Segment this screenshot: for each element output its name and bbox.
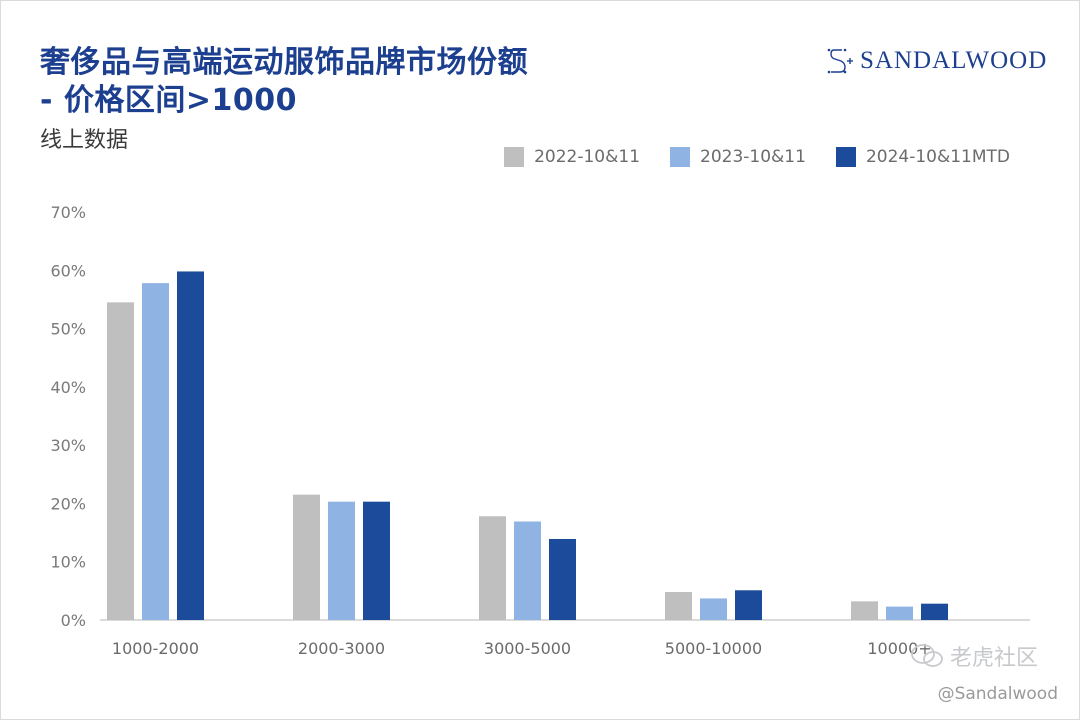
legend-label-2023: 2023-10&11 — [700, 147, 806, 167]
legend-item-2024: 2024-10&11MTD — [835, 147, 1010, 167]
bar-1000-2000-series-1 — [142, 283, 169, 620]
bar-2000-3000-series-2 — [363, 501, 390, 620]
bar-3000-5000-series-1 — [514, 521, 541, 620]
logo-mark-icon — [827, 48, 853, 74]
y-tick-label: 60% — [50, 261, 86, 280]
logo-text: SANDALWOOD — [860, 47, 1048, 74]
bar-3000-5000-series-2 — [549, 538, 576, 620]
legend-swatch-2022 — [504, 147, 525, 167]
legend-item-2022: 2022-10&11 — [504, 147, 640, 167]
bar-10000+-series-2 — [921, 603, 948, 620]
legend-swatch-2024 — [835, 147, 856, 167]
y-tick-label: 0% — [61, 611, 86, 630]
y-tick-label: 30% — [50, 436, 86, 455]
bar-5000-10000-series-0 — [665, 592, 692, 620]
bar-10000+-series-0 — [851, 601, 878, 620]
bar-2000-3000-series-1 — [328, 501, 355, 620]
y-tick-label: 50% — [50, 320, 86, 339]
bar-5000-10000-series-1 — [700, 598, 727, 620]
watermark-text: 老虎社区 — [950, 646, 1039, 671]
bar-10000+-series-1 — [886, 606, 913, 620]
credit-text: @Sandalwood — [937, 684, 1058, 704]
legend-swatch-2023 — [670, 147, 691, 167]
title-line-2: - 价格区间>1000 — [40, 83, 298, 118]
x-tick-label: 1000-2000 — [112, 639, 199, 658]
x-tick-label: 3000-5000 — [484, 639, 571, 658]
bar-1000-2000-series-2 — [177, 271, 204, 620]
bar-3000-5000-series-0 — [479, 516, 506, 620]
legend-label-2024: 2024-10&11MTD — [865, 147, 1010, 167]
x-tick-label: 2000-3000 — [298, 639, 385, 658]
y-tick-label: 40% — [50, 378, 86, 397]
y-tick-label: 20% — [50, 494, 86, 513]
legend-label-2022: 2022-10&11 — [534, 147, 641, 167]
chart-title: 奢侈品与高端运动服饰品牌市场份额 - 价格区间>1000 — [40, 44, 528, 120]
chart-legend: 2022-10&11 2023-10&11 2024-10&11MTD — [504, 147, 1010, 167]
sandalwood-logo: SANDALWOOD — [826, 46, 1047, 76]
x-tick-label: 10000+ — [867, 639, 931, 658]
wechat-icon — [911, 644, 943, 667]
legend-item-2023: 2023-10&11 — [670, 147, 806, 167]
x-tick-label: 5000-10000 — [665, 639, 762, 658]
y-tick-label: 70% — [50, 203, 86, 222]
title-line-1: 奢侈品与高端运动服饰品牌市场份额 — [40, 45, 528, 80]
bar-2000-3000-series-0 — [293, 494, 320, 620]
watermark: 老虎社区 — [910, 640, 1038, 672]
bar-1000-2000-series-0 — [107, 302, 134, 620]
bar-5000-10000-series-2 — [735, 590, 762, 620]
y-tick-label: 10% — [50, 553, 86, 572]
chart-subtitle: 线上数据 — [40, 128, 129, 153]
